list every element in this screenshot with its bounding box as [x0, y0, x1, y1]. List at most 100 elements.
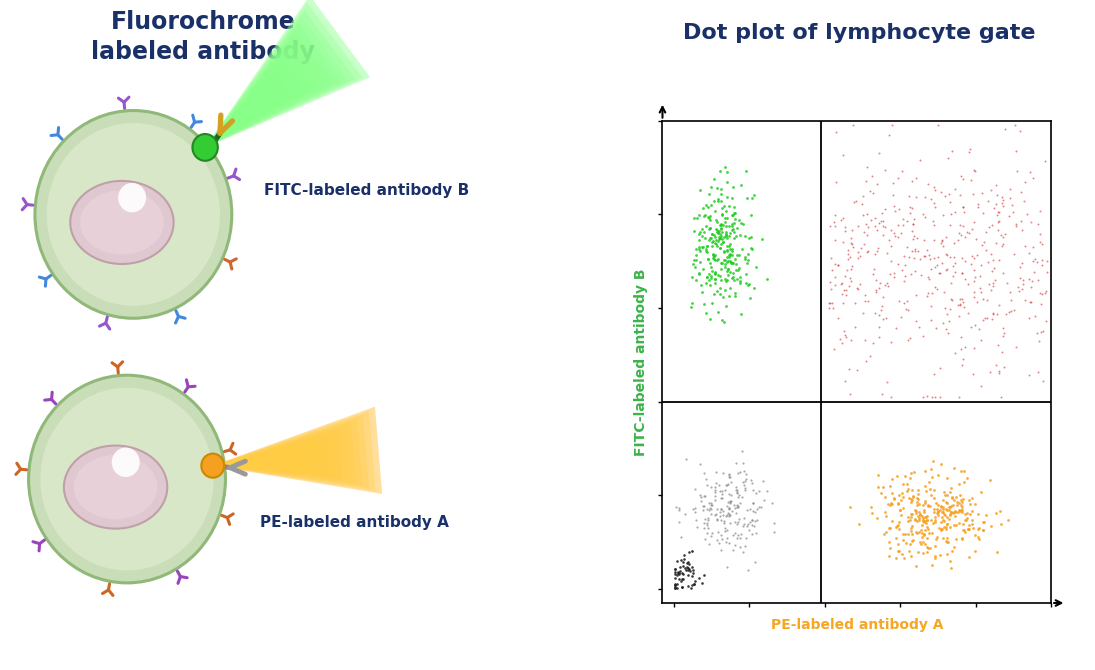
- Polygon shape: [212, 456, 267, 466]
- Polygon shape: [205, 117, 241, 147]
- Point: [954, 533, 971, 544]
- Point: [708, 227, 726, 238]
- Point: [917, 515, 934, 526]
- Point: [752, 502, 770, 513]
- Point: [943, 501, 960, 512]
- Point: [972, 286, 990, 297]
- Polygon shape: [205, 128, 229, 147]
- Point: [712, 515, 729, 526]
- Point: [714, 220, 731, 230]
- Point: [728, 533, 746, 543]
- Point: [959, 308, 977, 319]
- Point: [876, 491, 894, 502]
- Point: [728, 500, 746, 511]
- Point: [1031, 237, 1049, 248]
- Point: [934, 257, 952, 268]
- Circle shape: [28, 375, 226, 583]
- Point: [945, 261, 963, 271]
- Point: [919, 541, 936, 552]
- Point: [705, 195, 723, 206]
- Point: [932, 267, 949, 278]
- Point: [694, 203, 712, 214]
- Point: [832, 279, 850, 289]
- Point: [719, 252, 737, 263]
- Point: [706, 482, 724, 492]
- Point: [989, 217, 1006, 228]
- Point: [934, 495, 952, 506]
- Point: [670, 574, 688, 585]
- Point: [684, 259, 702, 270]
- Point: [941, 304, 958, 314]
- Point: [984, 255, 1002, 265]
- Point: [918, 244, 935, 255]
- Point: [948, 500, 966, 511]
- Point: [931, 391, 948, 402]
- Point: [957, 515, 975, 525]
- Point: [937, 532, 955, 543]
- Point: [976, 237, 993, 247]
- Point: [721, 511, 738, 521]
- Point: [919, 515, 936, 526]
- Point: [924, 215, 942, 226]
- Ellipse shape: [64, 446, 168, 529]
- Point: [926, 202, 944, 212]
- Point: [954, 505, 971, 515]
- Point: [738, 165, 756, 176]
- Polygon shape: [205, 123, 234, 147]
- Point: [735, 519, 752, 529]
- Point: [691, 246, 708, 257]
- Point: [910, 498, 927, 509]
- Point: [903, 535, 921, 546]
- Point: [705, 174, 723, 184]
- Point: [716, 259, 734, 269]
- Point: [960, 509, 978, 519]
- Point: [891, 505, 909, 515]
- Point: [680, 559, 698, 570]
- Polygon shape: [205, 24, 341, 147]
- Point: [721, 489, 738, 500]
- Point: [903, 203, 921, 214]
- Point: [741, 292, 759, 303]
- Polygon shape: [205, 100, 260, 147]
- Point: [965, 188, 982, 199]
- Point: [716, 212, 734, 223]
- Point: [840, 280, 857, 291]
- Point: [731, 275, 749, 286]
- Point: [872, 277, 889, 288]
- Point: [952, 294, 969, 305]
- Point: [717, 301, 735, 312]
- Point: [741, 209, 759, 220]
- Point: [1011, 262, 1028, 273]
- Point: [707, 239, 725, 250]
- Point: [713, 258, 730, 269]
- Point: [683, 571, 701, 582]
- Point: [706, 490, 724, 501]
- Point: [699, 503, 716, 514]
- Point: [841, 252, 858, 263]
- Point: [921, 528, 938, 539]
- Point: [719, 479, 737, 490]
- Point: [702, 271, 719, 281]
- Point: [958, 473, 976, 484]
- Point: [945, 507, 963, 518]
- Point: [918, 547, 935, 557]
- Point: [688, 274, 705, 285]
- Point: [871, 218, 888, 228]
- Point: [821, 297, 839, 308]
- Point: [756, 494, 773, 505]
- Point: [889, 497, 907, 508]
- Point: [938, 549, 956, 559]
- Point: [895, 535, 912, 545]
- Point: [694, 505, 712, 516]
- Point: [937, 265, 955, 275]
- Point: [710, 196, 727, 206]
- Point: [687, 507, 704, 517]
- Point: [718, 480, 736, 490]
- Ellipse shape: [70, 181, 174, 264]
- Point: [954, 493, 971, 504]
- Point: [954, 174, 971, 185]
- Point: [828, 126, 845, 137]
- Point: [865, 338, 883, 348]
- Point: [994, 201, 1012, 212]
- Point: [943, 507, 960, 517]
